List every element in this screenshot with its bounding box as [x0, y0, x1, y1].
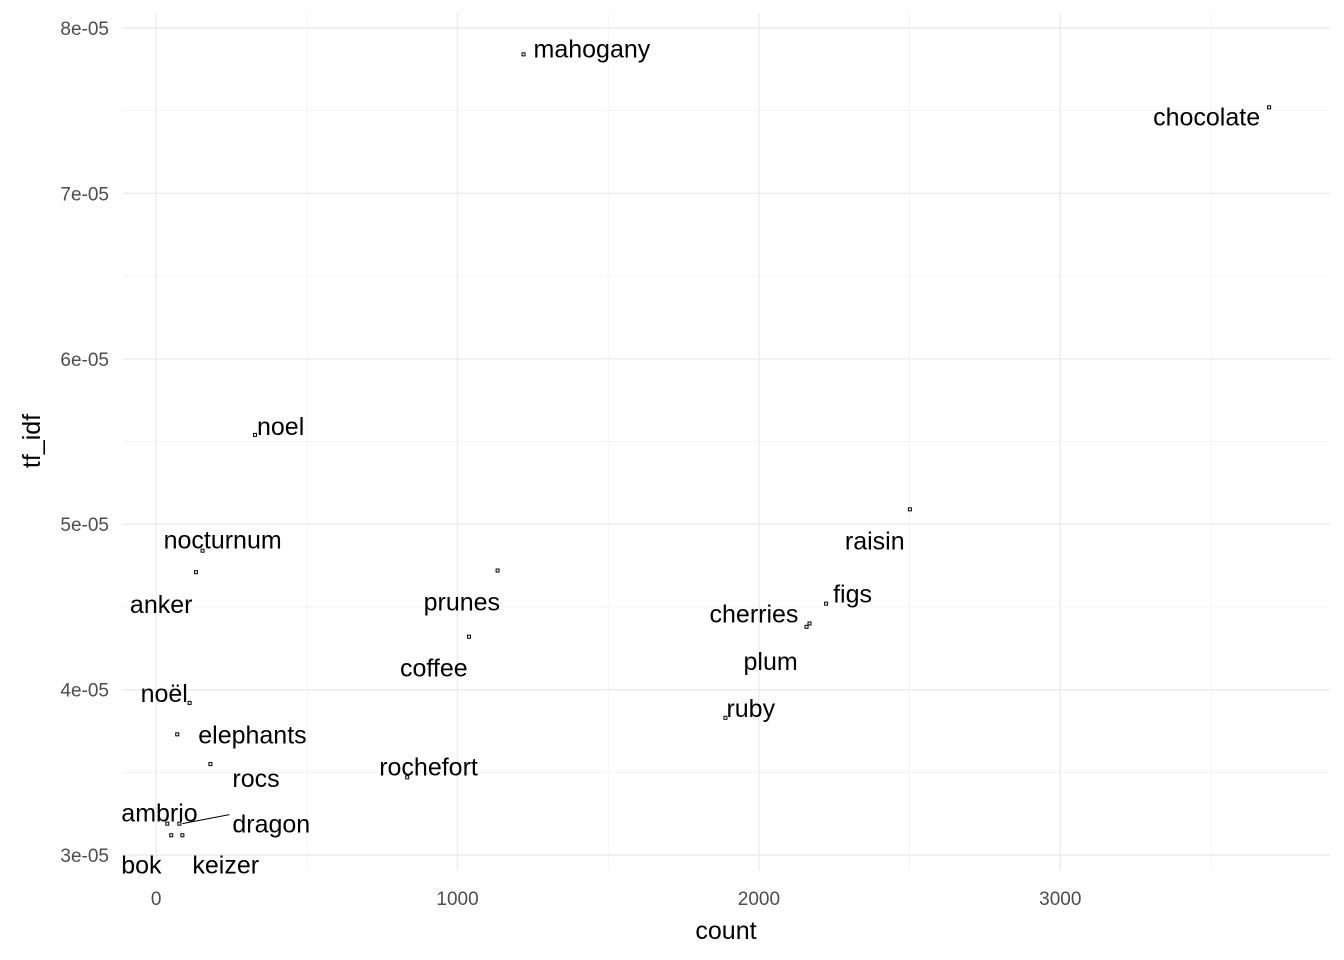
data-point — [208, 762, 213, 767]
point-label: dragon — [232, 811, 310, 839]
y-tick-label: 4e-05 — [60, 681, 109, 702]
point-label: elephants — [198, 721, 306, 749]
point-label: raisin — [845, 527, 905, 555]
y-axis-tick-labels: 3e-05 4e-05 5e-05 6e-05 7e-05 8e-05 — [60, 19, 109, 867]
point-label: ruby — [726, 695, 775, 723]
y-tick-label: 3e-05 — [60, 846, 109, 867]
data-point — [180, 833, 185, 838]
point-label: noël — [141, 680, 188, 708]
point-label: figs — [833, 581, 872, 609]
data-point — [177, 821, 182, 826]
point-label: chocolate — [1153, 103, 1260, 131]
data-point — [169, 833, 174, 838]
data-point — [521, 52, 526, 57]
y-axis-title: tf_idf — [18, 414, 46, 468]
data-point — [804, 624, 809, 629]
point-label: nocturnum — [164, 527, 282, 555]
data-point — [723, 715, 728, 720]
y-tick-label: 5e-05 — [60, 515, 109, 536]
point-label: noel — [257, 413, 304, 441]
data-point — [165, 821, 170, 826]
data-point — [907, 507, 912, 512]
data-point — [824, 601, 829, 606]
data-point — [405, 775, 410, 780]
x-tick-label: 1000 — [436, 889, 478, 910]
data-point — [193, 570, 198, 575]
x-axis-title: count — [695, 917, 756, 945]
point-label: bok — [121, 851, 162, 879]
point-label: cherries — [710, 600, 799, 628]
x-tick-label: 3000 — [1039, 889, 1081, 910]
point-label: rochefort — [379, 753, 478, 781]
label-leader-lines — [182, 814, 230, 825]
y-tick-label: 7e-05 — [60, 184, 109, 205]
x-tick-label: 0 — [151, 889, 162, 910]
y-tick-label: 8e-05 — [60, 19, 109, 40]
point-label: coffee — [400, 655, 468, 683]
data-point — [495, 568, 500, 573]
point-label: prunes — [424, 589, 500, 617]
point-label: anker — [130, 591, 193, 619]
label-leader-line — [182, 814, 230, 825]
data-point — [253, 432, 258, 437]
data-point — [1267, 105, 1272, 110]
x-tick-label: 2000 — [738, 889, 780, 910]
data-point — [807, 621, 812, 626]
grid-lines — [123, 13, 1330, 870]
data-point — [466, 634, 471, 639]
data-points — [165, 52, 1272, 838]
y-tick-label: 6e-05 — [60, 350, 109, 371]
point-label: rocs — [232, 765, 279, 793]
point-label: plum — [744, 648, 798, 676]
x-axis-tick-labels: 0 1000 2000 3000 — [151, 889, 1082, 910]
data-point — [175, 732, 180, 737]
point-label: keizer — [192, 851, 259, 879]
point-label: mahogany — [534, 35, 651, 63]
point-labels: mahogany chocolate noel raisin nocturnum anke… — [121, 35, 1260, 879]
data-point — [200, 548, 205, 553]
point-label: ambrio — [121, 800, 197, 828]
data-point — [187, 700, 192, 705]
